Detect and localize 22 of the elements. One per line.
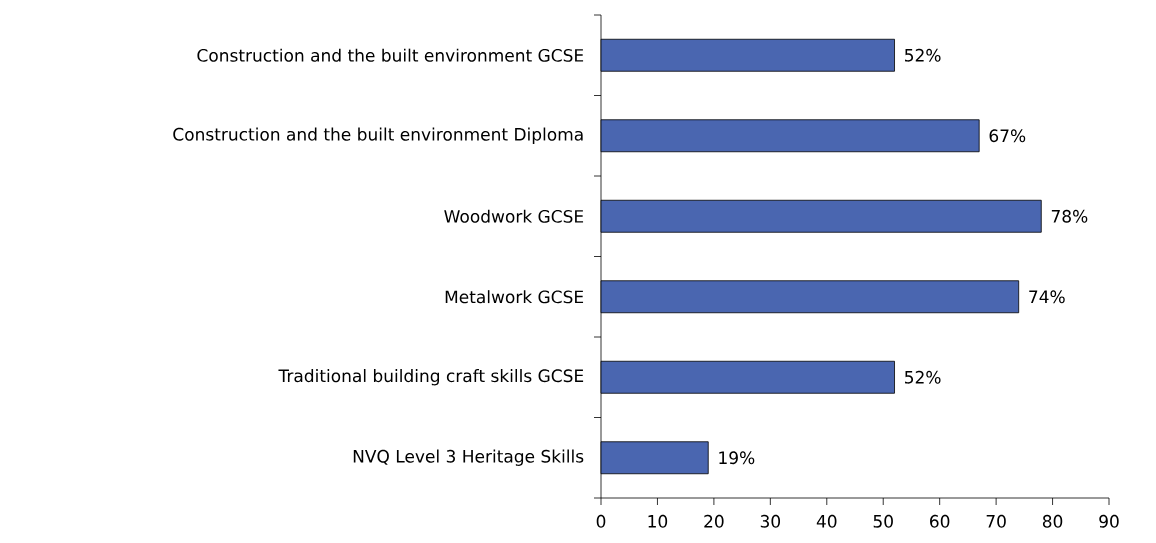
y-tick-label: NVQ Level 3 Heritage Skills xyxy=(353,449,584,466)
x-tick-label: 10 xyxy=(648,514,668,528)
x-tick-label: 0 xyxy=(596,514,606,528)
x-tick-label: 40 xyxy=(816,514,837,528)
y-tick-label: Construction and the built environment GCSE xyxy=(197,48,584,62)
y-tick-label: Construction and the built environment Diploma xyxy=(173,127,583,144)
data-label: 78% xyxy=(1051,209,1088,223)
y-tick-label: Metalwork GCSE xyxy=(445,290,584,304)
y-tick-label: Traditional building craft skills GCSE xyxy=(278,369,584,386)
x-tick-label: 80 xyxy=(1042,514,1063,528)
x-tick-label: 60 xyxy=(930,514,950,528)
x-tick-label: 30 xyxy=(760,514,781,528)
y-tick-label: Woodwork GCSE xyxy=(444,209,584,223)
data-label: 74% xyxy=(1029,290,1065,304)
data-label: 19% xyxy=(719,451,755,465)
x-tick-label: 90 xyxy=(1099,514,1119,528)
data-label: 52% xyxy=(905,48,941,62)
x-tick-label: 50 xyxy=(873,514,893,528)
x-tick-label: 20 xyxy=(704,514,724,528)
x-tick-label: 70 xyxy=(986,514,1006,528)
data-label: 67% xyxy=(989,129,1026,143)
data-label: 52% xyxy=(905,370,941,384)
